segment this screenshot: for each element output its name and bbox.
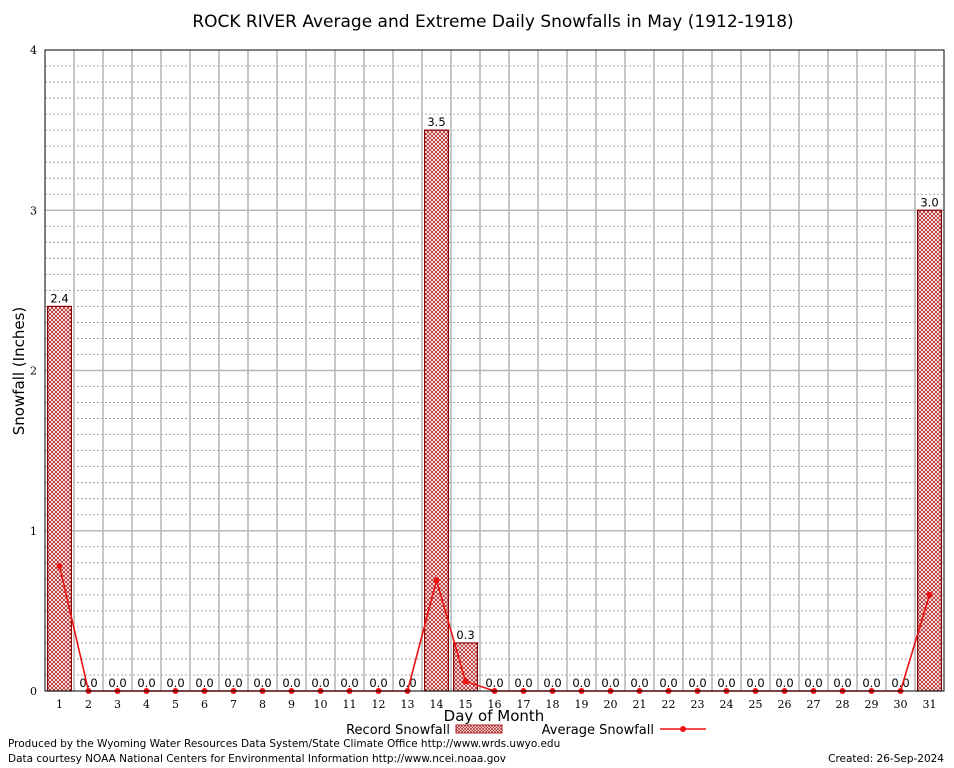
- record-bar-value-label: 0.0: [833, 676, 851, 690]
- x-tick-label: 3: [114, 698, 121, 711]
- record-bar-value-label: 2.4: [50, 291, 68, 305]
- record-bar-value-label: 0.0: [108, 676, 126, 690]
- legend-swatch-record: [455, 724, 503, 734]
- record-bar-value-label: 0.0: [137, 676, 155, 690]
- x-tick-label: 20: [604, 698, 618, 711]
- x-tick-label: 2: [85, 698, 92, 711]
- legend-swatch-average-marker: [680, 726, 686, 732]
- x-tick-label: 27: [807, 698, 821, 711]
- x-tick-label: 10: [314, 698, 328, 711]
- x-tick-label: 7: [230, 698, 237, 711]
- record-bar-value-label: 3.0: [920, 195, 938, 209]
- x-tick-label: 8: [259, 698, 266, 711]
- record-bar-value-label: 0.0: [253, 676, 271, 690]
- x-tick-label: 15: [459, 698, 473, 711]
- y-tick-label: 2: [30, 365, 37, 378]
- x-tick-label: 22: [662, 698, 676, 711]
- x-tick-label: 29: [865, 698, 879, 711]
- x-tick-label: 16: [488, 698, 502, 711]
- x-tick-label: 19: [575, 698, 589, 711]
- y-axis-title: Snowfall (Inches): [10, 307, 28, 435]
- footer-created: Created: 26-Sep-2024: [828, 753, 944, 765]
- average-snowfall-point: [433, 577, 440, 584]
- x-tick-label: 28: [836, 698, 850, 711]
- legend: Record Snowfall Average Snowfall: [346, 723, 706, 738]
- x-tick-labels: 1 2 3 4 5 6 7 8 9 10 11 12 13 14 15 16 17 18 19 20 21 22 23 24 2…: [56, 698, 937, 711]
- average-snowfall-point: [56, 563, 63, 570]
- chart-title: ROCK RIVER Average and Extreme Daily Sno…: [192, 12, 793, 32]
- record-bar-value-label: 0.0: [659, 676, 677, 690]
- x-tick-label: 21: [633, 698, 647, 711]
- record-bar-value-label: 0.0: [398, 676, 416, 690]
- record-bar: [917, 209, 942, 692]
- record-bar-labels: 2.4 0.0 0.0 0.0 0.0 0.0 0.0 0.0 0.0 0.0 0.0 0.0 0.0 3…: [50, 115, 938, 690]
- x-tick-label: 13: [401, 698, 415, 711]
- record-bar-value-label: 0.0: [862, 676, 880, 690]
- record-bar-value-label: 0.0: [340, 676, 358, 690]
- record-bar-value-label: 3.5: [427, 115, 445, 129]
- x-tick-label: 30: [894, 698, 908, 711]
- x-axis-title: Day of Month: [444, 707, 545, 725]
- record-bar-value-label: 0.0: [688, 676, 706, 690]
- record-bar-value-label: 0.0: [514, 676, 532, 690]
- y-tick-label: 1: [30, 525, 37, 538]
- record-bar: [47, 305, 72, 692]
- x-tick-label: 9: [288, 698, 295, 711]
- x-tick-label: 23: [691, 698, 705, 711]
- plot-frame: [44, 49, 945, 692]
- average-snowfall-point: [926, 591, 933, 598]
- record-bar-value-label: 0.0: [804, 676, 822, 690]
- y-tick-label: 3: [30, 204, 37, 217]
- record-bar-value-label: 0.0: [601, 676, 619, 690]
- record-bar-value-label: 0.0: [746, 676, 764, 690]
- x-tick-label: 24: [720, 698, 734, 711]
- record-bar-value-label: 0.0: [572, 676, 590, 690]
- record-bar-value-label: 0.0: [630, 676, 648, 690]
- record-bar-value-label: 0.0: [717, 676, 735, 690]
- record-bar-value-label: 0.0: [891, 676, 909, 690]
- record-bars: [47, 129, 942, 692]
- x-tick-label: 17: [517, 698, 531, 711]
- y-tick-label: 0: [30, 685, 37, 698]
- x-tick-label: 14: [430, 698, 444, 711]
- x-tick-label: 4: [143, 698, 150, 711]
- footer-data-courtesy: Data courtesy NOAA National Centers for …: [8, 753, 507, 765]
- average-snowfall-point: [462, 678, 469, 685]
- footer-produced-by: Produced by the Wyoming Water Resources …: [8, 738, 561, 750]
- legend-label-average: Average Snowfall: [542, 723, 654, 738]
- x-tick-label: 31: [923, 698, 937, 711]
- x-tick-label: 11: [343, 698, 357, 711]
- x-tick-label: 1: [56, 698, 63, 711]
- y-tick-label: 4: [30, 44, 37, 57]
- average-line: [56, 563, 933, 694]
- legend-label-record: Record Snowfall: [346, 723, 450, 738]
- record-bar-value-label: 0.0: [79, 676, 97, 690]
- y-tick-labels: 0 1 2 3 4: [30, 44, 37, 698]
- grid: [45, 50, 944, 691]
- record-bar-value-label: 0.0: [166, 676, 184, 690]
- x-tick-label: 18: [546, 698, 560, 711]
- x-tick-label: 26: [778, 698, 792, 711]
- record-bar-value-label: 0.3: [456, 628, 474, 642]
- record-bar-value-label: 0.0: [485, 676, 503, 690]
- x-tick-label: 12: [372, 698, 386, 711]
- record-bar-value-label: 0.0: [775, 676, 793, 690]
- x-tick-label: 5: [172, 698, 179, 711]
- x-tick-label: 6: [201, 698, 208, 711]
- record-bar-value-label: 0.0: [543, 676, 561, 690]
- record-bar-value-label: 0.0: [195, 676, 213, 690]
- record-bar-value-label: 0.0: [369, 676, 387, 690]
- x-tick-label: 25: [749, 698, 763, 711]
- record-bar-value-label: 0.0: [224, 676, 242, 690]
- record-bar-value-label: 0.0: [282, 676, 300, 690]
- record-bar-value-label: 0.0: [311, 676, 329, 690]
